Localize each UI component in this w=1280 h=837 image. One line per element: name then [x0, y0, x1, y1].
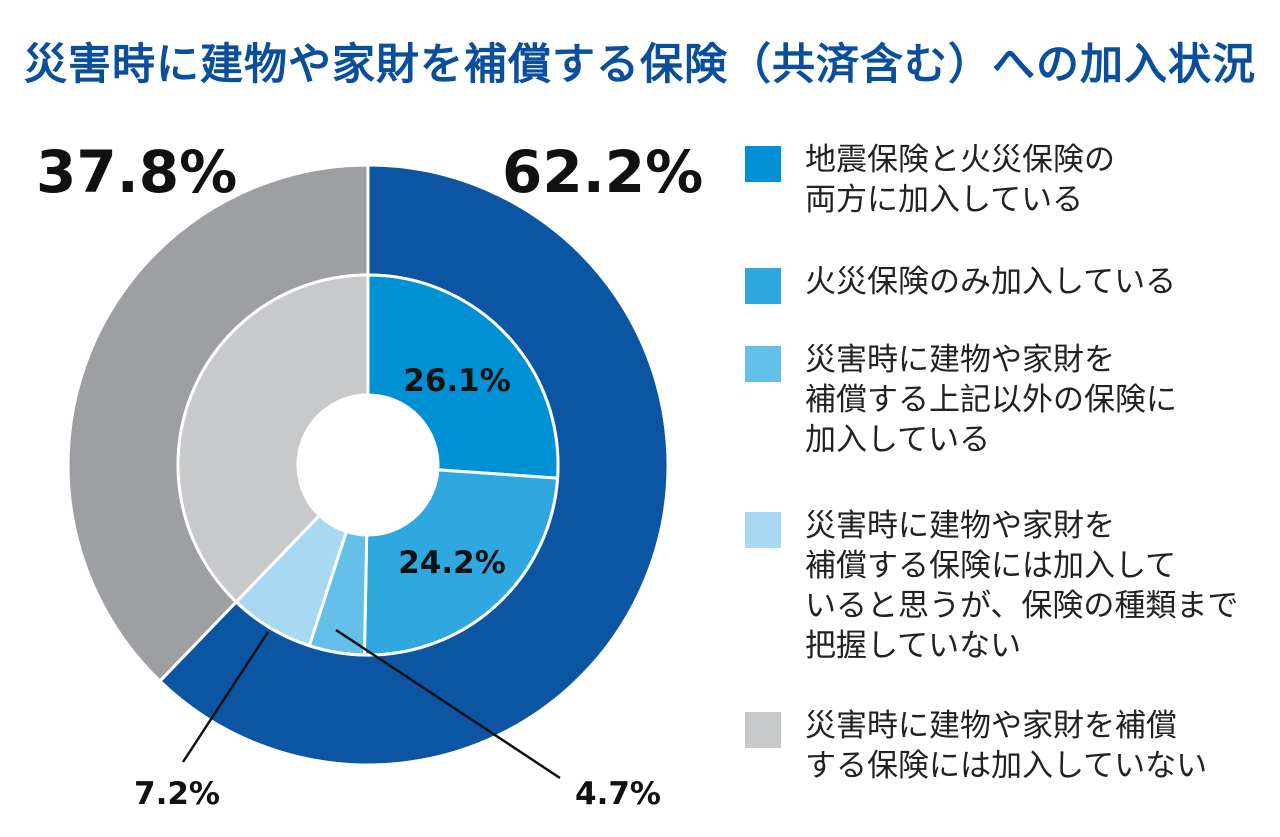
outer-total-not-insured: 37.8%	[36, 138, 238, 206]
callout-line-unknown-type	[181, 631, 270, 763]
callout-label-unknown-type: 7.2%	[134, 776, 220, 812]
legend-label-1: 火災保険のみ加入している	[805, 264, 1177, 300]
legend-swatch-3	[745, 512, 781, 548]
callout-label-other: 4.7%	[575, 776, 661, 812]
inner-label-both: 26.1%	[403, 363, 511, 399]
legend-swatch-4	[745, 712, 781, 748]
callout-line-other	[335, 628, 561, 780]
legend-swatch-1	[745, 268, 781, 304]
outer-total-insured: 62.2%	[502, 138, 704, 206]
donut-chart	[66, 163, 670, 780]
legend-swatch-0	[745, 146, 781, 182]
chart-title: 災害時に建物や家財を補償する保険（共済含む）への加入状況	[24, 40, 1256, 90]
inner-label-fire-only: 24.2%	[398, 545, 506, 581]
legend-swatch-2	[745, 346, 781, 382]
inner-ring-slice-4	[176, 273, 370, 604]
inner-ring-slice-1	[362, 468, 560, 657]
legend-label-4: 災害時に建物や家財を補償 する保険には加入していない	[805, 708, 1208, 784]
legend-label-3: 災害時に建物や家財を 補償する保険には加入して いると思うが、保険の種類まで 把握して…	[805, 508, 1239, 664]
legend-label-2: 災害時に建物や家財を 補償する上記以外の保険に 加入している	[805, 342, 1177, 458]
legend-label-0: 地震保険と火災保険の 両方に加入している	[805, 142, 1115, 218]
inner-ring-slice-0	[366, 273, 560, 480]
